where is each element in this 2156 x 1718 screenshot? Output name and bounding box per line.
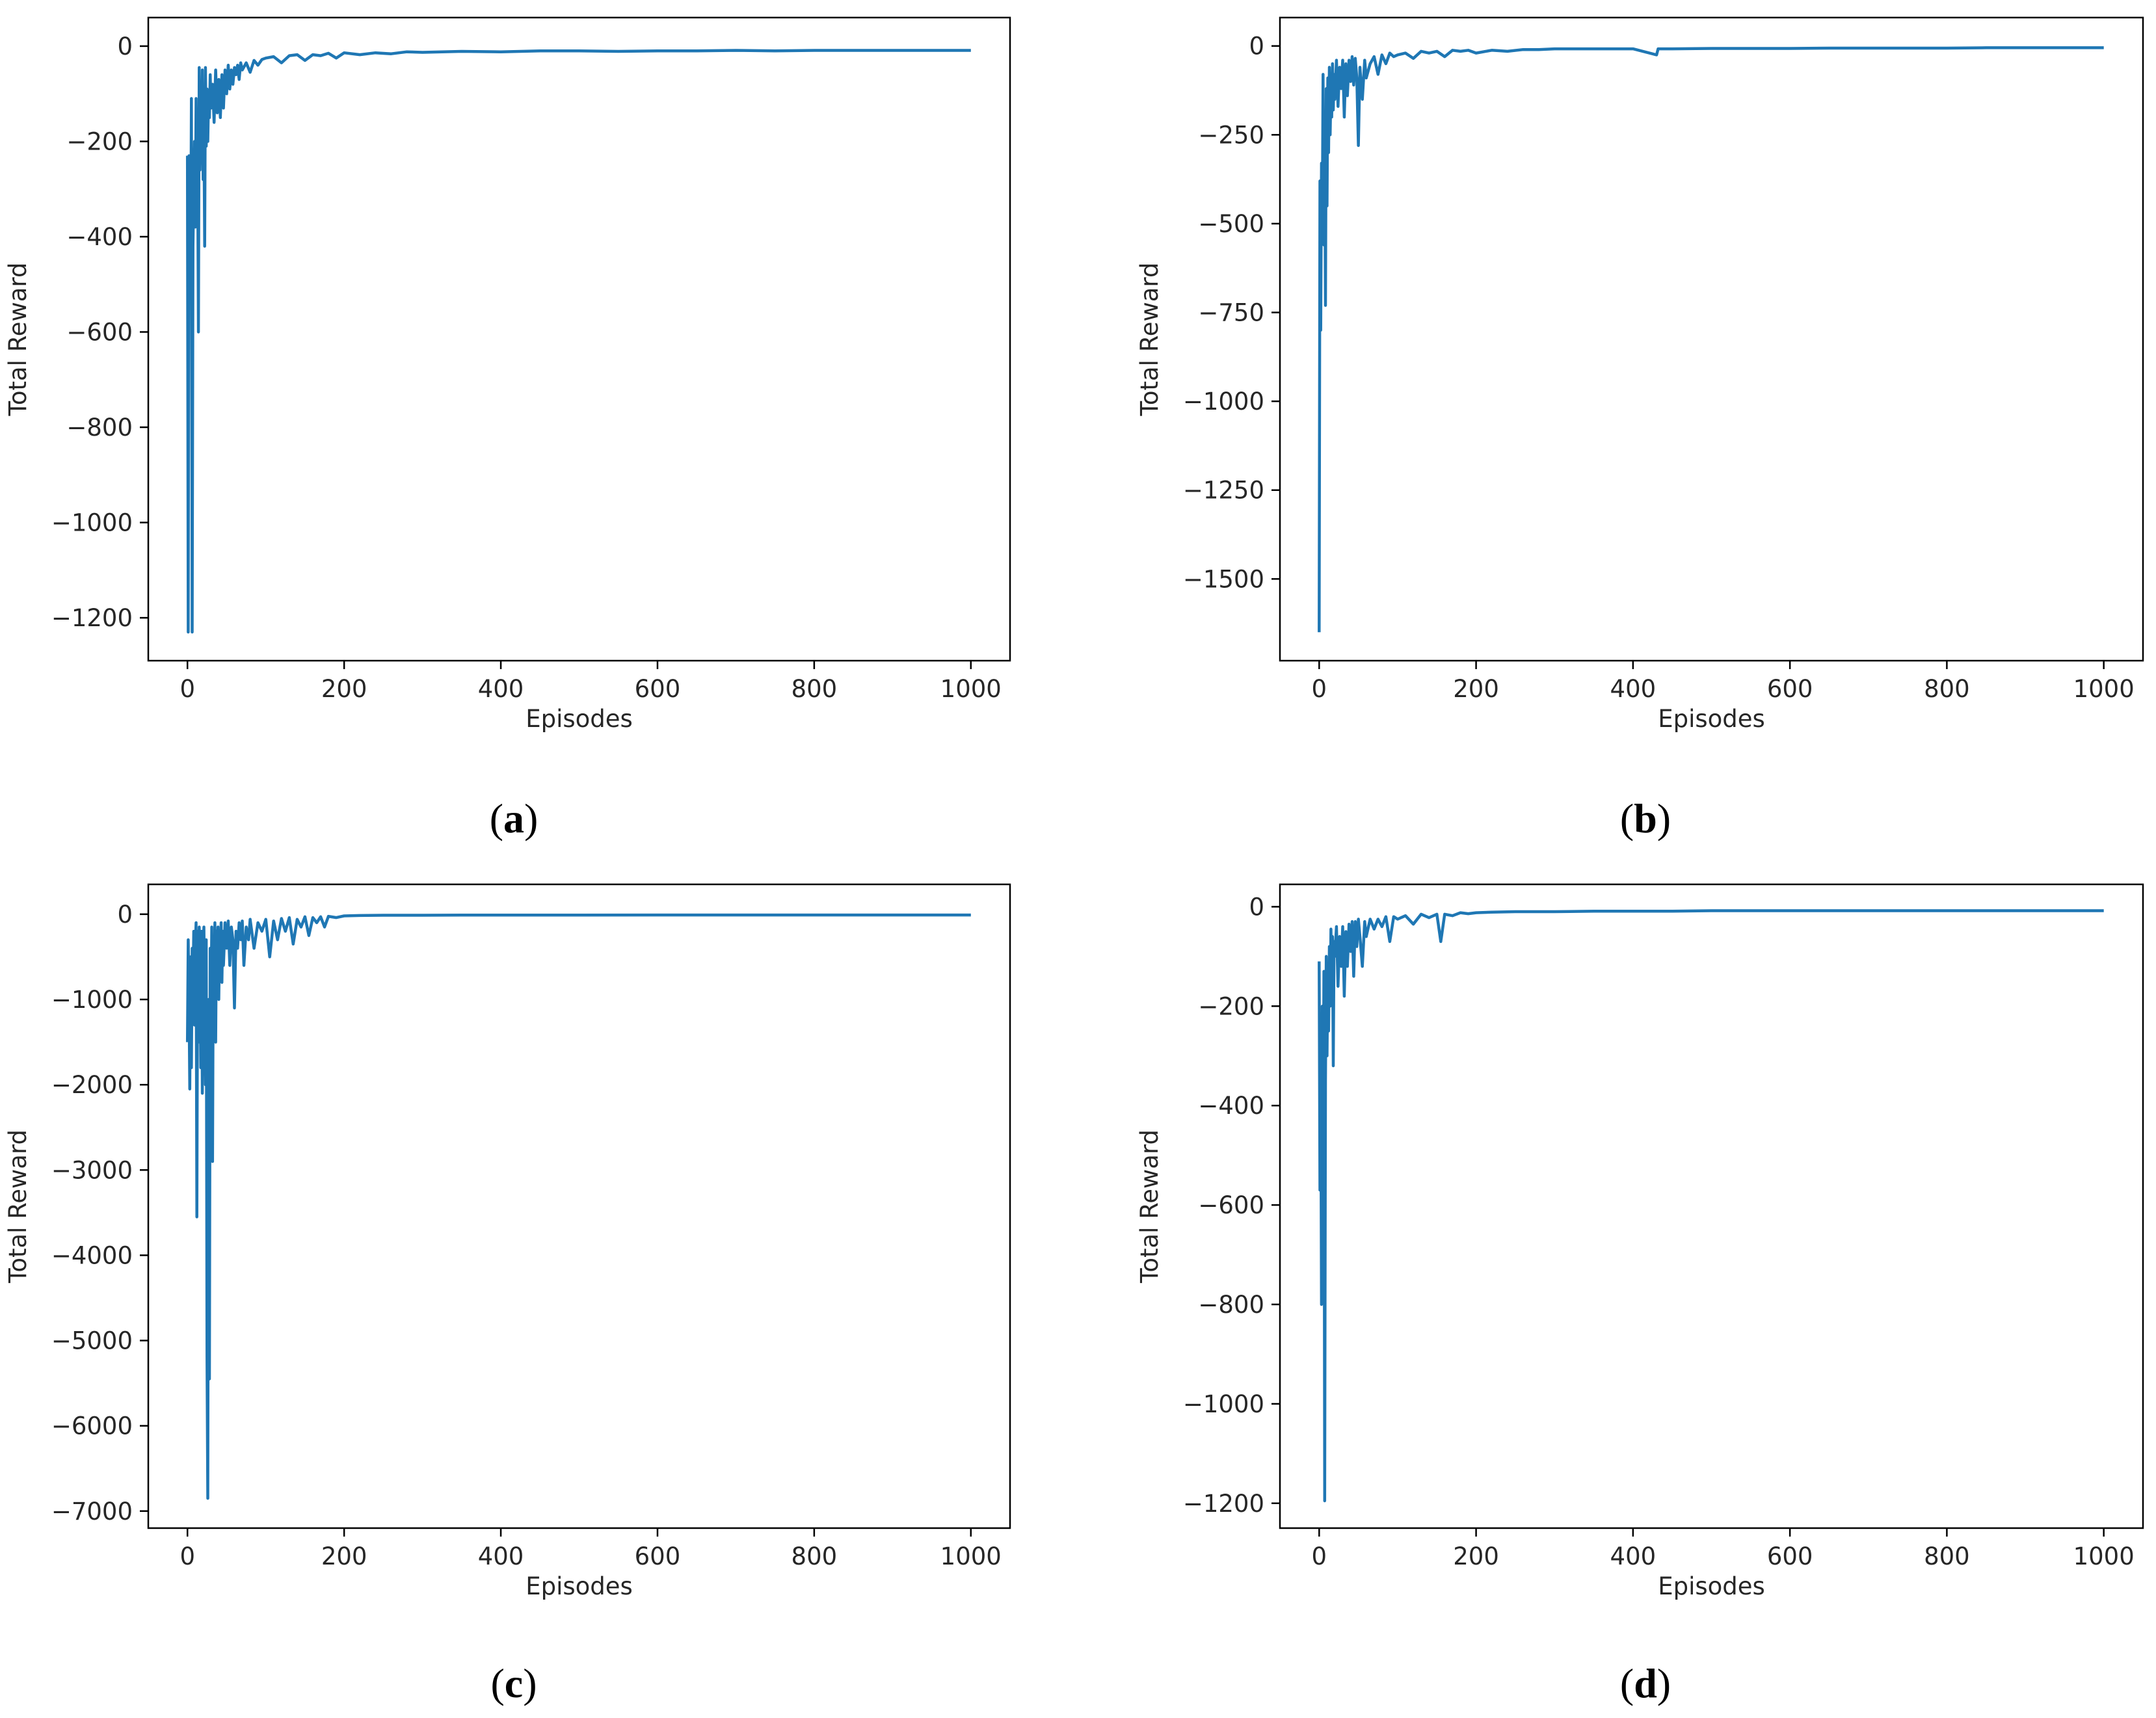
- y-tick-label: −400: [66, 223, 133, 251]
- y-tick-label: −1000: [1183, 388, 1264, 416]
- y-tick-label: −200: [66, 127, 133, 155]
- x-tick-label: 600: [635, 675, 681, 703]
- x-tick-label: 800: [1924, 1542, 1970, 1570]
- y-tick-label: −1000: [51, 509, 133, 537]
- x-tick-label: 600: [1767, 675, 1813, 703]
- y-axis-label: Total Reward: [4, 263, 32, 417]
- x-tick-label: 0: [1312, 675, 1327, 703]
- axes-frame: [147, 16, 1011, 662]
- y-tick-label: −200: [1198, 992, 1264, 1020]
- axes-frame: [147, 883, 1011, 1529]
- y-tick-label: −2000: [51, 1071, 133, 1099]
- panel-caption-letter: a: [503, 795, 524, 841]
- x-tick-label: 400: [1610, 675, 1657, 703]
- y-tick-label: −1000: [51, 986, 133, 1014]
- y-tick-label: 0: [1249, 893, 1264, 921]
- y-tick-label: −6000: [51, 1412, 133, 1440]
- x-tick-label: 200: [1453, 675, 1499, 703]
- y-tick-label: −4000: [51, 1241, 133, 1269]
- y-tick-label: −600: [1198, 1191, 1264, 1219]
- x-axis-label: Episodes: [526, 1572, 633, 1600]
- series-line: [1318, 909, 2104, 1503]
- x-tick-label: 800: [792, 675, 838, 703]
- x-axis-label: Episodes: [1658, 1572, 1765, 1600]
- y-tick-label: −500: [1198, 210, 1264, 238]
- panel-caption: (c): [490, 1660, 537, 1706]
- y-tick-label: −7000: [51, 1498, 133, 1526]
- y-tick-label: −400: [1198, 1092, 1264, 1120]
- x-tick-label: 1000: [940, 675, 1002, 703]
- y-tick-label: −3000: [51, 1156, 133, 1184]
- y-axis-label: Total Reward: [4, 1130, 32, 1284]
- panel-caption-letter: c: [505, 1660, 523, 1706]
- x-axis-label: Episodes: [526, 705, 633, 733]
- y-tick-label: −1250: [1183, 477, 1264, 505]
- x-tick-label: 200: [321, 675, 367, 703]
- x-tick-label: 800: [792, 1542, 838, 1570]
- y-tick-label: −600: [66, 319, 133, 347]
- x-tick-label: 200: [321, 1542, 367, 1570]
- y-axis-label: Total Reward: [1136, 263, 1164, 417]
- y-tick-label: −1000: [1183, 1390, 1264, 1418]
- x-tick-label: 0: [180, 675, 195, 703]
- y-tick-label: 0: [117, 901, 133, 929]
- panel-caption-letter: b: [1634, 795, 1657, 841]
- panel-caption: (b): [1620, 795, 1671, 841]
- x-tick-label: 400: [478, 1542, 524, 1570]
- y-tick-label: −5000: [51, 1327, 133, 1355]
- axes-frame: [1279, 883, 2144, 1529]
- x-tick-label: 0: [180, 1542, 195, 1570]
- x-tick-label: 1000: [2073, 1542, 2135, 1570]
- x-tick-label: 1000: [2073, 675, 2135, 703]
- y-tick-label: −800: [66, 414, 133, 442]
- panel-caption: (d): [1620, 1660, 1671, 1706]
- x-tick-label: 600: [635, 1542, 681, 1570]
- x-tick-label: 400: [478, 675, 524, 703]
- panel-caption: (a): [490, 795, 539, 841]
- y-tick-label: −750: [1198, 299, 1264, 327]
- y-axis-label: Total Reward: [1136, 1130, 1164, 1284]
- series-line: [185, 49, 971, 634]
- panel-a: 0 200 400 600 800 1000 0 −200 −400 −600 −800 −1000 −…: [4, 16, 1011, 841]
- x-tick-label: 600: [1767, 1542, 1813, 1570]
- panel-c: 0 200 400 600 800 1000 0 −1000 −2000 −3000 −4000 −5…: [4, 883, 1011, 1706]
- y-tick-label: 0: [1249, 33, 1264, 60]
- y-tick-label: 0: [117, 33, 133, 60]
- y-tick-label: −1200: [1183, 1490, 1264, 1518]
- y-tick-label: −1200: [51, 604, 133, 632]
- x-tick-label: 1000: [940, 1542, 1002, 1570]
- panel-caption-letter: d: [1634, 1660, 1657, 1706]
- panel-b: 0 200 400 600 800 1000 0 −250 −500 −750 −1000 −1250…: [1136, 16, 2144, 841]
- axes-frame: [1279, 16, 2144, 662]
- y-tick-label: −250: [1198, 121, 1264, 149]
- y-tick-label: −1500: [1183, 565, 1264, 593]
- x-tick-label: 800: [1924, 675, 1970, 703]
- series-line: [185, 913, 971, 1500]
- x-axis-label: Episodes: [1658, 705, 1765, 733]
- x-tick-label: 400: [1610, 1542, 1657, 1570]
- y-tick-label: −800: [1198, 1291, 1264, 1319]
- x-tick-label: 200: [1453, 1542, 1499, 1570]
- panel-d: 0 200 400 600 800 1000 0 −200 −400 −600 −800 −1000 −…: [1136, 883, 2144, 1706]
- series-line: [1318, 46, 2104, 633]
- x-tick-label: 0: [1312, 1542, 1327, 1570]
